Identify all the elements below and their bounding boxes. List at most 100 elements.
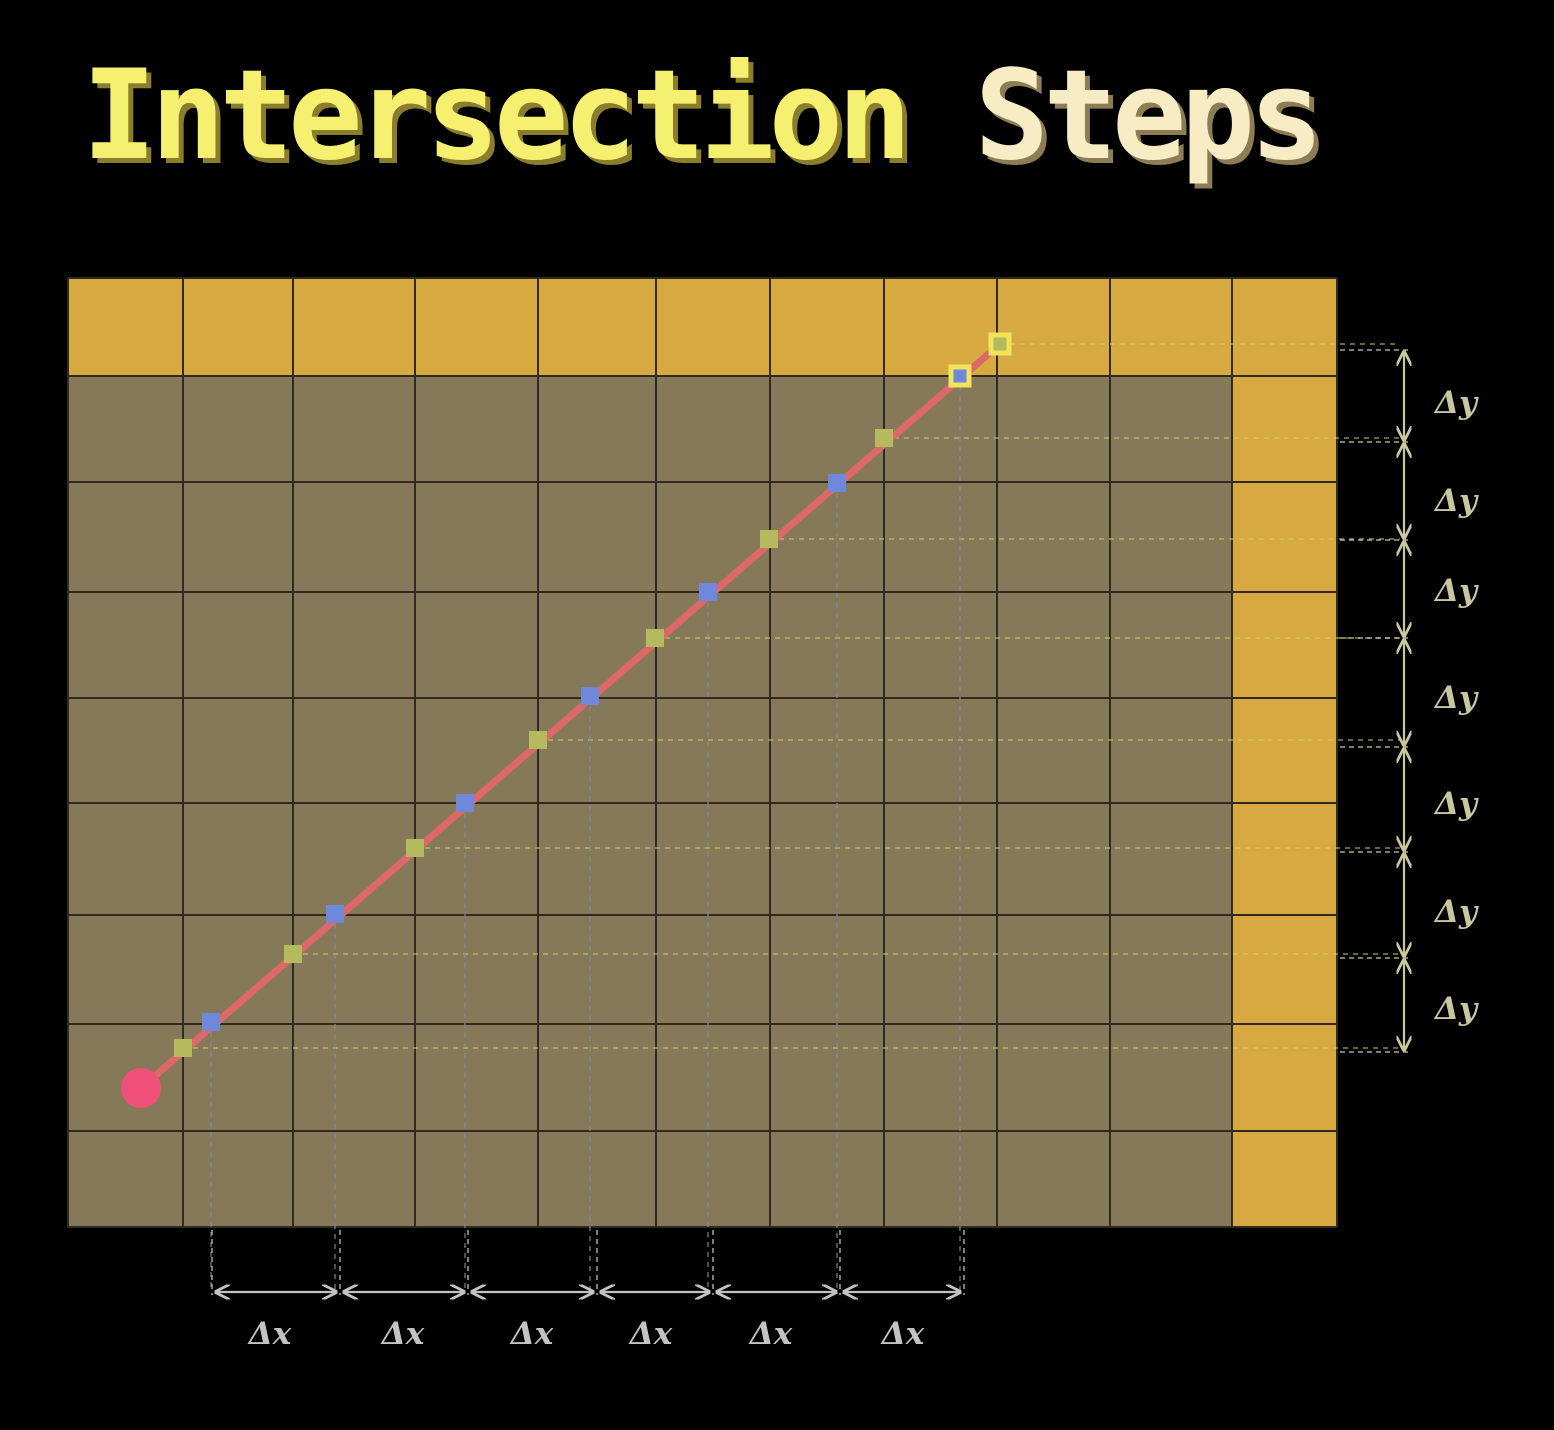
floor-cell (538, 1024, 656, 1131)
delta-y-label: Δy (1433, 991, 1479, 1027)
floor-cell (68, 1131, 183, 1227)
delta-y-label: Δy (1433, 894, 1479, 930)
floor-cell (997, 376, 1110, 482)
wall-cell (1232, 1024, 1337, 1131)
floor-cell (415, 376, 538, 482)
floor-cell (656, 803, 770, 915)
wall-hit-y-intersection-point (988, 332, 1012, 356)
x-intersection-point (202, 1013, 220, 1031)
floor-cell (770, 482, 884, 592)
intersection-points (174, 332, 1012, 1057)
y-intersection-point (284, 945, 302, 963)
floor-cell (538, 915, 656, 1024)
floor-cell (183, 376, 293, 482)
y-intersection-point (646, 629, 664, 647)
floor-cell (656, 1131, 770, 1227)
wall-cell (1232, 1131, 1337, 1227)
floor-cell (884, 915, 997, 1024)
floor-cell (770, 698, 884, 803)
floor-cell (997, 592, 1110, 698)
delta-y-label: Δy (1433, 483, 1479, 519)
delta-x-label: Δx (628, 1316, 673, 1352)
floor-cell (68, 915, 183, 1024)
x-intersection-point (456, 794, 474, 812)
floor-cell (538, 1131, 656, 1227)
floor-cell (656, 376, 770, 482)
y-intersection-point (174, 1039, 192, 1057)
delta-y-dimensions: Δy Δy Δy Δy Δy Δy Δy (1340, 349, 1479, 1053)
intersection-guides (183, 343, 1400, 1292)
delta-x-dimensions: Δx Δx Δx Δx Δx Δx (211, 1230, 965, 1352)
wall-cell (1232, 592, 1337, 698)
ray-line (137, 340, 1004, 1092)
floor-cell (293, 1024, 415, 1131)
floor-cell (183, 592, 293, 698)
floor-cell (884, 482, 997, 592)
floor-cell (884, 1024, 997, 1131)
title-word-intersection: Intersection (82, 44, 912, 188)
wall-cell (415, 278, 538, 376)
floor-cell (656, 1024, 770, 1131)
y-intersection-point (875, 429, 893, 447)
floor-cell (770, 376, 884, 482)
floor-cell (656, 698, 770, 803)
floor-cell (415, 915, 538, 1024)
floor-cell (68, 376, 183, 482)
floor-cell (538, 376, 656, 482)
floor-cell (293, 915, 415, 1024)
floor-cell (415, 482, 538, 592)
y-intersection-point (529, 731, 547, 749)
floor-cell (770, 1131, 884, 1227)
grid-lines (67, 277, 1338, 1228)
floor-cell (884, 1131, 997, 1227)
floor-cell (1110, 1131, 1232, 1227)
x-intersection-point (828, 474, 846, 492)
floor-cell (656, 482, 770, 592)
floor-cell (293, 1131, 415, 1227)
wall-cell (997, 278, 1110, 376)
floor-cell (293, 482, 415, 592)
floor-cell (770, 592, 884, 698)
floor-cell (415, 592, 538, 698)
floor-cell (538, 698, 656, 803)
floor-cell (415, 1131, 538, 1227)
delta-x-label: Δx (380, 1316, 425, 1352)
floor-cell (183, 698, 293, 803)
delta-y-label: Δy (1433, 385, 1479, 421)
floor-cell (68, 482, 183, 592)
floor-cell (68, 698, 183, 803)
floor-cell (1110, 376, 1232, 482)
x-intersection-point (581, 687, 599, 705)
floor-cell (183, 1024, 293, 1131)
floor-cell (293, 592, 415, 698)
floor-cell (997, 698, 1110, 803)
wall-cell (770, 278, 884, 376)
wall-cell (1232, 278, 1337, 376)
diagram-title: Intersection Steps (82, 36, 1324, 196)
x-intersection-point (326, 905, 344, 923)
delta-y-label: Δy (1433, 680, 1479, 716)
ray-origin-point (121, 1068, 161, 1108)
floor-cell (656, 915, 770, 1024)
delta-x-label: Δx (509, 1316, 554, 1352)
ray-path (121, 340, 1004, 1108)
delta-x-label: Δx (880, 1316, 925, 1352)
floor-cell (997, 915, 1110, 1024)
floor-cell (884, 698, 997, 803)
floor-cell (770, 915, 884, 1024)
floor-cell (884, 803, 997, 915)
floor-cell (656, 592, 770, 698)
floor-cell (183, 482, 293, 592)
wall-cell (293, 278, 415, 376)
floor-cell (415, 698, 538, 803)
floor-cell (1110, 1024, 1232, 1131)
floor-cell (68, 592, 183, 698)
wall-cell (68, 278, 183, 376)
floor-cell (293, 803, 415, 915)
title-word-steps: Steps (974, 44, 1324, 188)
grid-cells (68, 278, 1337, 1227)
floor-cell (997, 803, 1110, 915)
floor-cell (997, 482, 1110, 592)
wall-hit-x-intersection-point (948, 364, 972, 388)
